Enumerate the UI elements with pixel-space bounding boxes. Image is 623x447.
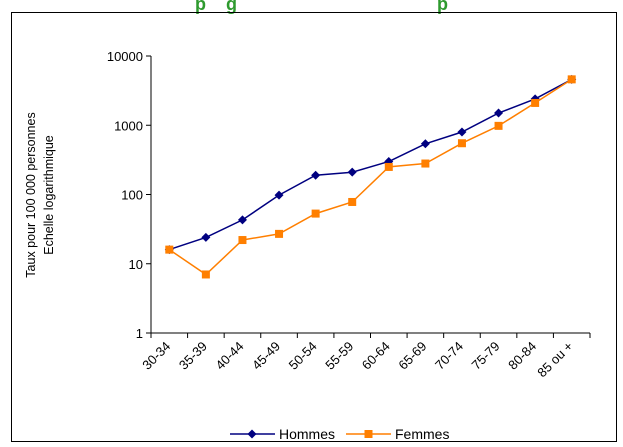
data-point — [311, 170, 321, 180]
chart-title: p g p — [174, 0, 449, 14]
data-point — [201, 270, 210, 279]
x-tick-label: 75-79 — [469, 339, 503, 373]
x-axis-ticks: 30-34 35-39 40-44 45-49 50-54 55-59 60-64 65-69… — [139, 333, 591, 381]
x-tick-label: 30-34 — [139, 339, 173, 373]
y-axis-ticks: 1 10 100 1000 10000 — [107, 49, 151, 341]
data-point — [567, 75, 576, 84]
x-tick-label: 45-49 — [249, 339, 283, 373]
series-line — [168, 78, 573, 276]
data-point — [201, 232, 211, 242]
y-tick-label: 10000 — [107, 49, 143, 64]
legend: Hommes Femmes — [230, 426, 449, 442]
data-point — [238, 236, 247, 245]
axes — [150, 56, 590, 334]
chart-frame — [11, 12, 617, 442]
x-tick-label: 65-69 — [395, 339, 429, 373]
legend-marker — [364, 430, 373, 438]
x-tick-label: 35-39 — [176, 339, 210, 373]
data-point — [457, 127, 467, 137]
series-line — [169, 78, 573, 251]
data-point — [165, 245, 174, 254]
data-point — [384, 162, 393, 171]
y-axis-label: Taux pour 100 000 personnes Echelle logar… — [24, 112, 56, 277]
data-point — [237, 215, 247, 225]
data-point — [347, 167, 357, 177]
y-axis-label-line1: Taux pour 100 000 personnes — [24, 112, 38, 277]
legend-item-hommes: Hommes — [230, 426, 335, 442]
data-point — [274, 190, 284, 200]
series-femmes — [165, 75, 576, 279]
data-point — [531, 98, 540, 107]
series-layer — [164, 74, 577, 279]
legend-label: Femmes — [395, 426, 449, 442]
legend-marker — [247, 429, 257, 439]
data-point — [457, 139, 466, 148]
y-tick-label: 100 — [121, 188, 143, 203]
series-hommes — [164, 74, 577, 255]
y-axis-label-line2: Echelle logarithmique — [42, 135, 56, 255]
x-tick-label: 85 ou + — [534, 339, 576, 381]
x-tick-label: 80-84 — [505, 339, 539, 373]
y-tick-label: 1000 — [114, 118, 143, 133]
x-tick-label: 50-54 — [286, 339, 320, 373]
legend-item-femmes: Femmes — [346, 426, 449, 442]
y-tick-label: 10 — [129, 257, 143, 272]
data-point — [311, 209, 320, 218]
data-point — [420, 139, 430, 149]
data-point — [494, 121, 503, 130]
data-point — [275, 229, 284, 238]
data-point — [348, 197, 357, 206]
x-tick-label: 55-59 — [322, 339, 356, 373]
y-tick-label: 1 — [136, 326, 143, 341]
x-tick-label: 70-74 — [432, 339, 466, 373]
x-tick-label: 40-44 — [212, 339, 246, 373]
data-point — [421, 159, 430, 168]
legend-label: Hommes — [279, 426, 335, 442]
x-tick-label: 60-64 — [359, 339, 393, 373]
data-point — [494, 108, 504, 118]
